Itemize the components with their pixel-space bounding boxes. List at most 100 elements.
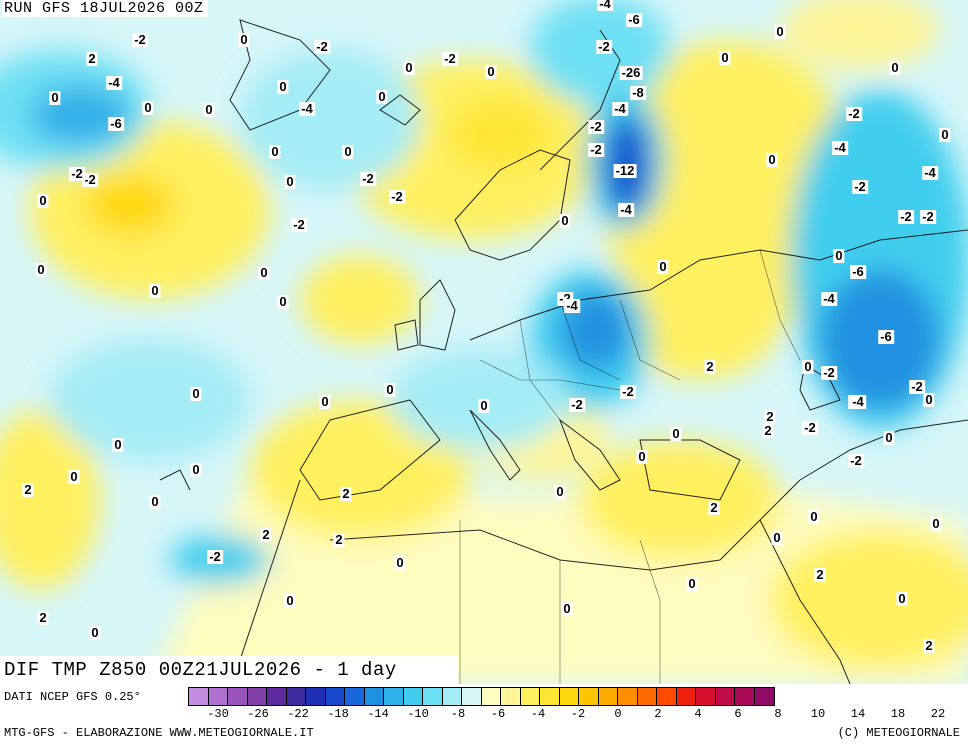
map-value-label: -2 (82, 172, 98, 187)
map-value-label: -4 (106, 75, 122, 90)
map-value-label: 2 (814, 567, 826, 582)
map-value-label: 0 (485, 64, 497, 79)
color-legend-swatch (462, 688, 482, 705)
color-legend-ticks: -30-26-22-18-14-10-8-6-4-202468101418223… (188, 707, 968, 721)
map-value-label: 0 (939, 127, 951, 142)
map-value-label: 0 (190, 386, 202, 401)
color-legend-tick-label: -18 (327, 707, 349, 721)
map-value-label: -2 (360, 171, 376, 186)
color-legend-tick-label: 2 (654, 707, 662, 721)
map-value-label: 0 (889, 60, 901, 75)
color-legend-swatch (189, 688, 209, 705)
color-legend-swatch (267, 688, 287, 705)
map-value-label: -4 (597, 0, 613, 11)
map-value-label: 0 (394, 555, 406, 570)
color-legend-tick-label: -4 (530, 707, 546, 721)
map-value-label: 0 (376, 89, 388, 104)
map-value-label: 2 (708, 500, 720, 515)
color-legend-swatch (423, 688, 443, 705)
map-value-label: 0 (149, 494, 161, 509)
color-legend-bar (188, 687, 775, 706)
color-legend-tick-label: -14 (367, 707, 389, 721)
color-legend-swatch (579, 688, 599, 705)
color-legend-swatch (228, 688, 248, 705)
color-legend-tick-label: -26 (247, 707, 269, 721)
map-value-label: -2 (389, 189, 405, 204)
map-value-label: -4 (299, 101, 315, 116)
map-value-label: 2 (704, 359, 716, 374)
map-value-label: 0 (657, 259, 669, 274)
map-value-label: 0 (277, 294, 289, 309)
map-value-label: 2 (22, 482, 34, 497)
color-legend-swatch (754, 688, 774, 705)
color-legend-swatch (364, 688, 384, 705)
color-legend-swatch (442, 688, 462, 705)
data-source-label: DATI NCEP GFS 0.25° (4, 690, 141, 704)
color-legend-swatch (208, 688, 228, 705)
map-value-label: 0 (554, 484, 566, 499)
color-legend-tick-label: -30 (207, 707, 229, 721)
color-legend-swatch (325, 688, 345, 705)
map-value-label: 0 (319, 394, 331, 409)
map-value-label: -4 (850, 394, 866, 409)
color-legend-swatch (559, 688, 579, 705)
map-value-label: -6 (850, 264, 866, 279)
map-value-label: -12 (613, 163, 637, 178)
color-legend-swatch (735, 688, 755, 705)
map-value-label: -2 (920, 209, 936, 224)
map-value-label: 0 (37, 193, 49, 208)
color-legend-swatch (345, 688, 365, 705)
map-value-label: -2 (442, 51, 458, 66)
map-value-label: -2 (909, 379, 925, 394)
map-value-label: -4 (564, 298, 580, 313)
color-legend-swatch (384, 688, 404, 705)
map-value-label: 0 (112, 437, 124, 452)
color-legend-tick-label: 14 (850, 707, 866, 721)
color-legend-tick-label: -10 (407, 707, 429, 721)
map-value-label: 0 (883, 430, 895, 445)
map-value-label: 0 (686, 576, 698, 591)
map-value-label: 2 (764, 409, 776, 424)
map-value-label: -4 (821, 291, 837, 306)
color-legend-swatch (540, 688, 560, 705)
map-value-label: 0 (670, 426, 682, 441)
color-legend-swatch (618, 688, 638, 705)
map-value-label: -2 (898, 209, 914, 224)
map-value-label: 0 (258, 265, 270, 280)
map-value-label: 0 (68, 469, 80, 484)
map-value-label: 0 (802, 359, 814, 374)
color-legend-tick-label: 10 (810, 707, 826, 721)
color-legend-swatch (715, 688, 735, 705)
map-value-label: -6 (108, 116, 124, 131)
map-value-label: 0 (561, 601, 573, 616)
map-value-label: -4 (832, 140, 848, 155)
color-legend-swatch (501, 688, 521, 705)
map-value-label: -2 (569, 397, 585, 412)
map-value-label: 0 (149, 283, 161, 298)
map-value-label: 0 (771, 530, 783, 545)
map-value-label: 0 (833, 248, 845, 263)
map-value-label: 0 (774, 24, 786, 39)
map-value-label: 0 (896, 591, 908, 606)
map-value-label: -6 (878, 329, 894, 344)
map-value-label: 2 (86, 51, 98, 66)
color-legend-swatch (637, 688, 657, 705)
color-legend-tick-label: 18 (890, 707, 906, 721)
map-value-label: 0 (636, 449, 648, 464)
map-title: DIF TMP Z850 00Z21JUL2026 - 1 day (0, 656, 458, 684)
map-value-label: 2 (260, 527, 272, 542)
map-value-label: 0 (35, 262, 47, 277)
map-value-label: -4 (612, 101, 628, 116)
map-value-label: 2 (923, 638, 935, 653)
map-value-label: -8 (630, 85, 646, 100)
color-legend-swatch (598, 688, 618, 705)
map-value-label: 0 (766, 152, 778, 167)
credit-right: (C) METEOGIORNALE (837, 726, 960, 740)
map-value-label: 2 (762, 423, 774, 438)
map-value-label: 0 (478, 398, 490, 413)
map-value-label: -2 (620, 384, 636, 399)
map-value-label: 0 (403, 60, 415, 75)
map-value-label: -2 (846, 106, 862, 121)
color-legend-swatch (657, 688, 677, 705)
color-legend-swatch (481, 688, 501, 705)
